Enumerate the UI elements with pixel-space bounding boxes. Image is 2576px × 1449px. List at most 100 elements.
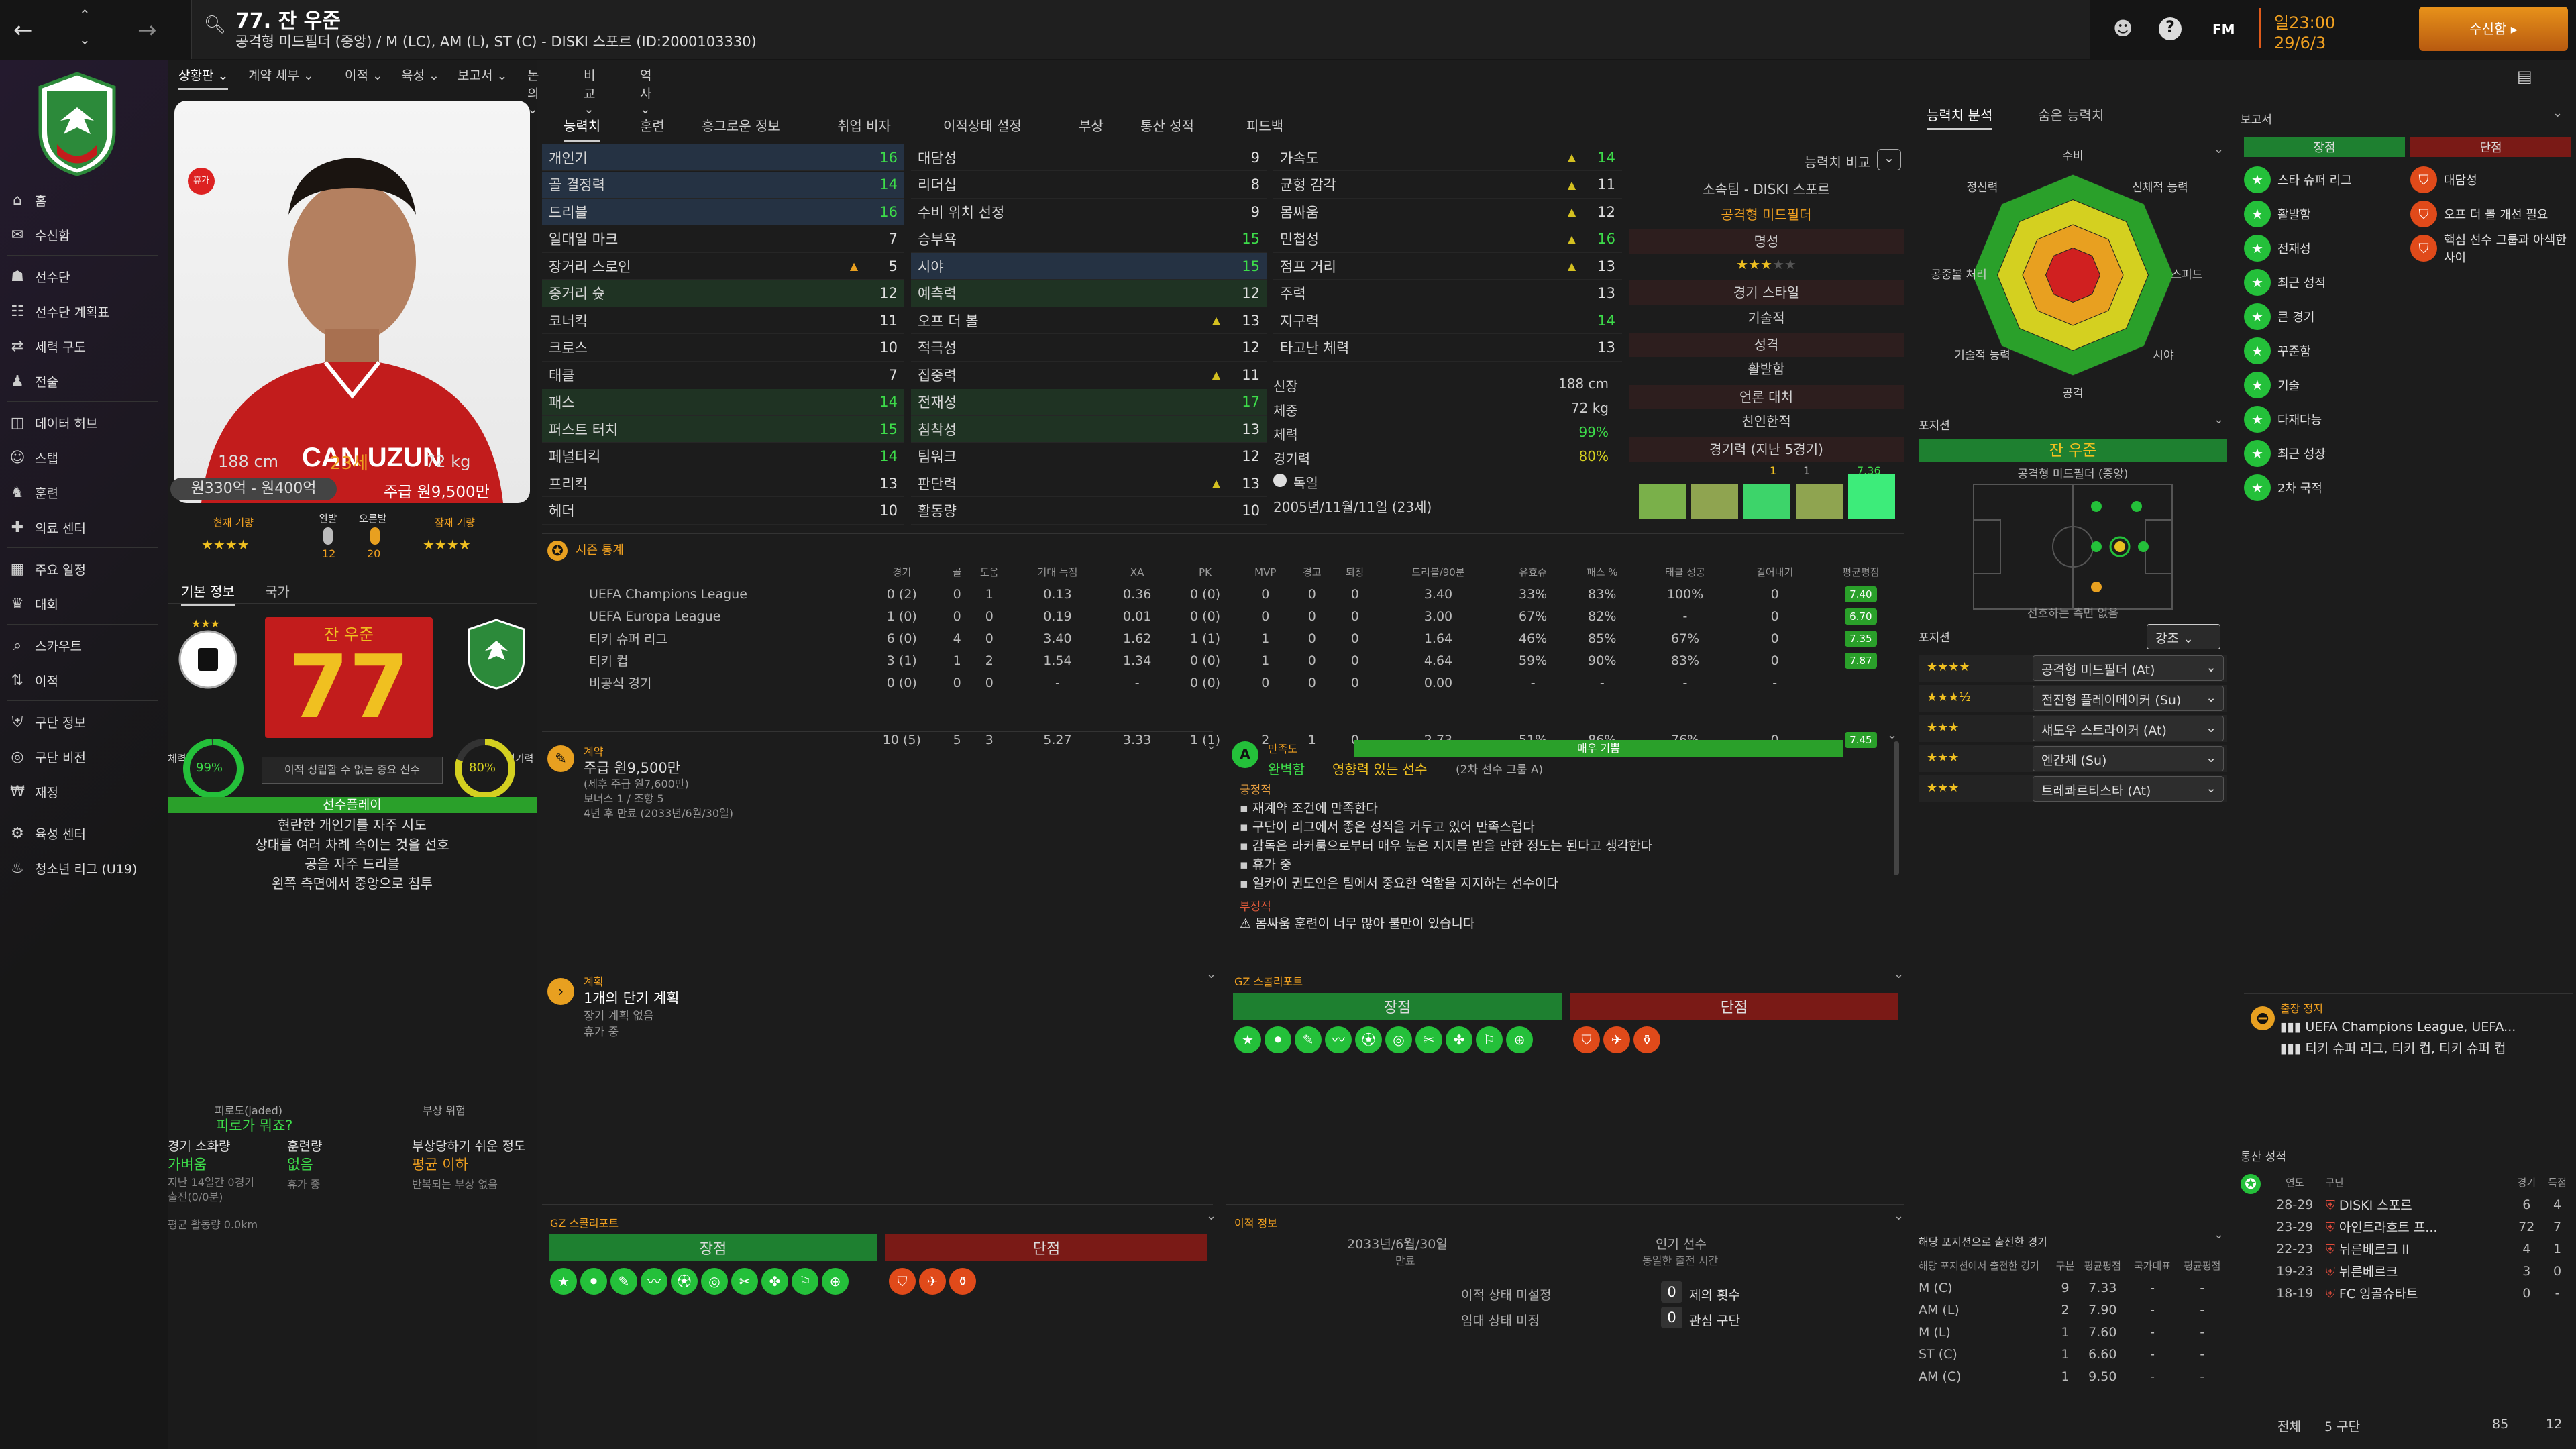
strength-icon[interactable]: ✤ <box>761 1268 788 1295</box>
attribute-row[interactable]: 몸싸움 ▲ 12 <box>1273 199 1622 225</box>
strength-icon[interactable]: ✤ <box>1446 1026 1472 1053</box>
report-strength-item[interactable]: ★ 다재다능 <box>2244 402 2405 436</box>
attribute-row[interactable]: 판단력 ▲ 13 <box>911 470 1267 497</box>
tab-4[interactable]: 보고서 ⌄ <box>458 68 508 83</box>
attribute-row[interactable]: 대담성 9 <box>911 144 1267 171</box>
table-row[interactable]: 22-23 ⛨ 뉘른베르크 II 4 1 <box>2264 1238 2573 1260</box>
attribute-row[interactable]: 퍼스트 터치 15 <box>542 416 904 443</box>
role-dropdown[interactable]: 공격형 미드필더 (At) ⌄ <box>2033 655 2224 681</box>
down-icon[interactable]: ⌃ <box>79 31 91 47</box>
happiness-title[interactable]: 만족도 <box>1268 743 1298 755</box>
tab-ability-analysis[interactable]: 능력치 분석 <box>1927 105 1993 130</box>
strength-icon[interactable]: ⚫︎ <box>580 1268 607 1295</box>
weakness-icon[interactable]: ⛉ <box>889 1268 916 1295</box>
report-strength-item[interactable]: ★ 스타 슈퍼 리그 <box>2244 162 2405 197</box>
strength-icon[interactable]: ◎ <box>701 1268 728 1295</box>
attribute-row[interactable]: 점프 거리 ▲ 13 <box>1273 253 1622 280</box>
strength-icon[interactable]: ★ <box>1234 1026 1261 1053</box>
strength-icon[interactable]: ✂︎ <box>1415 1026 1442 1053</box>
club-crest[interactable] <box>34 70 121 178</box>
table-row[interactable]: UEFA Europa League 1 (0) 0 0 0.19 0.01 0 (0) 0 0… <box>542 605 1904 627</box>
subtab-1[interactable]: 훈련 <box>640 118 665 134</box>
role-dropdown[interactable]: 섀도우 스트라이커 (At) ⌄ <box>2033 716 2224 741</box>
attribute-row[interactable]: 균형 감각 ▲ 11 <box>1273 172 1622 199</box>
strength-icon[interactable]: ⊕ <box>822 1268 849 1295</box>
weakness-icon[interactable]: ✈︎ <box>919 1268 946 1295</box>
sidebar-item-0[interactable]: ⌂ 홈 <box>0 182 168 217</box>
attribute-row[interactable]: 적극성 12 <box>911 335 1267 362</box>
sidebar-item-9[interactable]: ✚ 의료 센터 <box>0 510 168 545</box>
help-icon[interactable]: ? <box>2159 17 2182 40</box>
strength-icon[interactable]: ⚽︎ <box>671 1268 698 1295</box>
sidebar-item-6[interactable]: ◫ 데이터 허브 <box>0 405 168 440</box>
strength-icon[interactable]: ⊕ <box>1506 1026 1533 1053</box>
tab-nation[interactable]: 국가 <box>265 584 290 600</box>
attribute-row[interactable]: 페널티킥 14 <box>542 443 904 470</box>
search-icon[interactable]: 🔍︎ <box>204 15 227 35</box>
subtab-5[interactable]: 부상 <box>1079 118 1104 134</box>
happiness-collapse-icon[interactable]: ⌄ <box>1887 728 1898 742</box>
strength-icon[interactable]: 〰︎ <box>1325 1026 1352 1053</box>
attribute-row[interactable]: 가속도 ▲ 14 <box>1273 144 1622 171</box>
table-row[interactable]: UEFA Champions League 0 (2) 0 1 0.13 0.36 0 (0… <box>542 583 1904 605</box>
attribute-row[interactable]: 팀워크 12 <box>911 443 1267 470</box>
strength-icon[interactable]: ✎ <box>610 1268 637 1295</box>
attribute-row[interactable]: 활동량 10 <box>911 498 1267 525</box>
weakness-icon[interactable]: ⚱︎ <box>949 1268 976 1295</box>
strength-icon[interactable]: ⚫︎ <box>1265 1026 1291 1053</box>
attribute-row[interactable]: 민첩성 ▲ 16 <box>1273 226 1622 253</box>
forward-icon[interactable]: → <box>138 17 157 44</box>
sidebar-item-14[interactable]: ⛨ 구단 정보 <box>0 704 168 739</box>
attribute-row[interactable]: 중거리 슛 12 <box>542 280 904 307</box>
attribute-row[interactable]: 침착성 13 <box>911 416 1267 443</box>
attribute-row[interactable]: 크로스 10 <box>542 335 904 362</box>
subtab-0[interactable]: 능력치 <box>564 115 601 142</box>
report-strength-item[interactable]: ★ 2차 국적 <box>2244 470 2405 504</box>
sidebar-item-4[interactable]: ⇄ 세력 구도 <box>0 329 168 364</box>
up-icon[interactable]: ⌃ <box>79 7 91 23</box>
subtab-2[interactable]: 흥그로운 정보 <box>702 118 780 134</box>
role-dropdown[interactable]: 엔간체 (Su) ⌄ <box>2033 746 2224 771</box>
table-row[interactable]: 23-29 ⛨ 아인트라흐트 프... 72 7 <box>2264 1216 2573 1238</box>
happiness-scrollbar[interactable] <box>1894 741 1899 875</box>
sidebar-item-12[interactable]: ⌕ 스카우트 <box>0 628 168 663</box>
strength-icon[interactable]: ✎ <box>1295 1026 1322 1053</box>
attribute-row[interactable]: 프리킥 13 <box>542 470 904 497</box>
table-row[interactable]: AM (C) 1 9.50 - - <box>1919 1365 2227 1387</box>
gz-title-mid[interactable]: GZ 스콜리포트 <box>1234 975 1303 988</box>
role-row[interactable]: ★★★★ 공격형 미드필더 (At) ⌄ <box>1919 655 2227 682</box>
strength-icon[interactable]: ★ <box>550 1268 577 1295</box>
strength-icon[interactable]: 〰︎ <box>641 1268 667 1295</box>
sidebar-item-13[interactable]: ⇅ 이적 <box>0 663 168 698</box>
sidebar-item-8[interactable]: ♞ 훈련 <box>0 475 168 510</box>
report-strength-item[interactable]: ★ 큰 경기 <box>2244 299 2405 333</box>
attribute-row[interactable]: 오프 더 볼 ▲ 13 <box>911 307 1267 334</box>
tab-2[interactable]: 이적 ⌄ <box>345 68 383 83</box>
attribute-row[interactable]: 골 결정력 14 <box>542 171 904 199</box>
contract-title[interactable]: 계약 <box>584 745 604 758</box>
attribute-row[interactable]: 수비 위치 선정 9 <box>911 199 1267 225</box>
report-strength-item[interactable]: ★ 활발함 <box>2244 197 2405 231</box>
compare-dropdown[interactable]: ⌄ <box>1877 149 1901 170</box>
report-collapse-icon[interactable]: ⌄ <box>2553 106 2563 120</box>
sidebar-item-15[interactable]: ◎ 구단 비전 <box>0 739 168 774</box>
table-row[interactable]: 19-23 ⛨ 뉘른베르크 3 0 <box>2264 1260 2573 1282</box>
search-area[interactable]: 🔍︎ 77. 잔 우준 공격형 미드필더 (중앙) / M (LC), AM (… <box>191 0 2090 59</box>
role-row[interactable]: ★★★ 트레콰르티스타 (At) ⌄ <box>1919 775 2227 802</box>
attribute-row[interactable]: 주력 13 <box>1273 280 1622 307</box>
season-title[interactable]: 시즌 통계 <box>576 543 624 557</box>
report-weakness-item[interactable]: ⛉ 오프 더 볼 개선 필요 <box>2410 197 2571 231</box>
attribute-row[interactable]: 장거리 스로인 ▲ 5 <box>542 253 904 280</box>
attribute-row[interactable]: 코너킥 11 <box>542 307 904 334</box>
table-row[interactable]: ST (C) 1 6.60 - - <box>1919 1343 2227 1365</box>
tab-hidden-abilities[interactable]: 숨은 능력치 <box>2038 107 2104 123</box>
strength-icon[interactable]: ⚐ <box>1476 1026 1503 1053</box>
table-row[interactable]: M (C) 9 7.33 - - <box>1919 1277 2227 1299</box>
attribute-row[interactable]: 개인기 16 <box>542 144 904 171</box>
tab-3[interactable]: 육성 ⌄ <box>401 68 439 83</box>
role-row[interactable]: ★★★½ 전진형 플레이메이커 (Su) ⌄ <box>1919 685 2227 712</box>
transfer-collapse-icon[interactable]: ⌄ <box>1894 1209 1904 1223</box>
subtab-4[interactable]: 이적상태 설정 <box>943 118 1022 134</box>
role-row[interactable]: ★★★ 섀도우 스트라이커 (At) ⌄ <box>1919 715 2227 742</box>
interested-count[interactable]: 0 <box>1661 1307 1682 1328</box>
